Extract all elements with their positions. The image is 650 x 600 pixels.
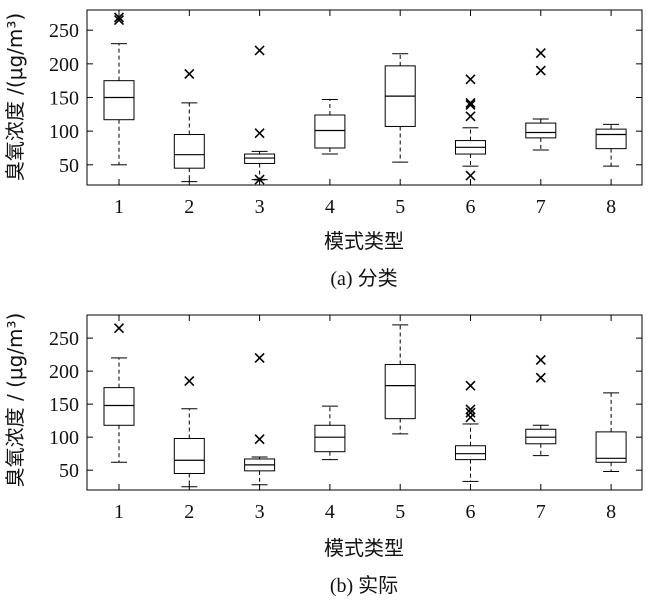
outlier-stroke [465, 99, 476, 110]
outlier-marker [465, 404, 476, 415]
box [244, 153, 276, 164]
outlier-stroke [254, 128, 265, 139]
outlier-stroke [254, 352, 265, 363]
outlier-marker [465, 74, 476, 85]
box [103, 80, 135, 121]
outlier-marker [465, 97, 476, 108]
y-tick-label: 200 [49, 54, 79, 76]
outlier-marker [184, 375, 195, 387]
x-tick-label: 7 [536, 501, 546, 523]
outlier-stroke [113, 15, 125, 26]
box [173, 134, 205, 169]
plot-area-a: 50 100 150 200 250 1 2 3 4 5 6 7 8 [49, 10, 642, 218]
outlier-stroke [465, 412, 476, 423]
panel-a: 50 100 150 200 250 1 2 3 4 5 6 7 8 模式类型 (a) 分类 臭氧浓度 … [3, 9, 643, 290]
box [314, 424, 346, 453]
outlier-stroke [535, 48, 546, 59]
x-tick-label: 8 [606, 196, 616, 218]
y-axis-label-b: 臭氧浓度 / (μg/m³) [3, 313, 27, 488]
outlier-stroke [184, 68, 195, 80]
box [173, 437, 205, 474]
y-tick-label: 200 [49, 361, 79, 383]
y-tick-label: 50 [59, 460, 79, 482]
outlier-marker [465, 99, 476, 110]
outlier-marker [254, 174, 266, 185]
box [314, 114, 346, 149]
outlier-stroke [113, 323, 125, 334]
outlier-stroke [254, 434, 265, 445]
outlier-marker [535, 48, 546, 59]
x-tick-label: 3 [255, 501, 265, 523]
outlier-stroke [465, 407, 476, 418]
outlier-marker [465, 407, 476, 418]
outlier-marker [113, 15, 125, 26]
box [525, 122, 557, 139]
panel-b: 50 100 150 200 250 1 2 3 4 5 6 7 8 模式类型 (b) 实际 臭氧浓度 … [3, 313, 643, 597]
outlier-marker [254, 352, 265, 363]
x-tick-label: 6 [466, 501, 476, 523]
x-tick-label: 4 [325, 501, 335, 523]
y-tick-label: 100 [49, 121, 79, 143]
outlier-stroke [465, 74, 476, 85]
outlier-marker [535, 372, 546, 383]
x-tick-label: 4 [325, 196, 335, 218]
outlier-stroke [465, 97, 476, 108]
y-axis-label-a: 臭氧浓度 /(μg/m³) [3, 13, 27, 181]
x-tick-label: 8 [606, 501, 616, 523]
box [103, 387, 135, 426]
x-tick-label: 2 [184, 196, 194, 218]
caption-b: (b) 实际 [330, 574, 398, 597]
outlier-marker [113, 12, 125, 23]
plot-frame-a [86, 9, 643, 186]
outlier-stroke [535, 354, 546, 365]
outlier-marker [113, 323, 125, 334]
outlier-marker [465, 170, 476, 181]
x-tick-label: 1 [114, 196, 124, 218]
outlier-stroke [465, 111, 476, 122]
outlier-stroke [465, 170, 476, 181]
outlier-marker [465, 412, 476, 423]
outlier-stroke [465, 404, 476, 415]
y-tick-label: 250 [49, 328, 79, 350]
x-tick-label: 2 [184, 501, 194, 523]
box [384, 364, 416, 420]
caption-a: (a) 分类 [330, 267, 397, 290]
outlier-marker [465, 380, 476, 391]
y-tick-label: 250 [49, 20, 79, 42]
outlier-stroke [184, 375, 195, 387]
box [595, 431, 627, 463]
x-axis-label-a: 模式类型 [324, 229, 404, 253]
x-tick-label: 1 [114, 501, 124, 523]
outlier-marker [184, 68, 195, 80]
x-tick-label: 5 [395, 501, 405, 523]
outlier-marker [254, 128, 265, 139]
x-axis-label-b: 模式类型 [324, 536, 404, 560]
outlier-marker [254, 434, 265, 445]
y-tick-label: 100 [49, 427, 79, 449]
outlier-stroke [113, 12, 125, 23]
box [525, 428, 557, 445]
y-tick-label: 50 [59, 155, 79, 177]
x-tick-label: 6 [466, 196, 476, 218]
outlier-stroke [535, 372, 546, 383]
outlier-stroke [535, 65, 546, 76]
plot-frame-b [86, 314, 643, 491]
x-tick-label: 5 [395, 196, 405, 218]
outlier-marker [465, 111, 476, 122]
outlier-marker [535, 65, 546, 76]
plot-area-b: 50 100 150 200 250 1 2 3 4 5 6 7 8 [49, 315, 642, 523]
box [595, 128, 627, 150]
y-tick-label: 150 [49, 394, 79, 416]
outlier-marker [535, 354, 546, 365]
outlier-stroke [465, 380, 476, 391]
y-tick-label: 150 [49, 88, 79, 110]
x-tick-label: 3 [255, 196, 265, 218]
box [455, 445, 486, 461]
x-tick-label: 7 [536, 196, 546, 218]
outlier-marker [254, 45, 265, 56]
outlier-stroke [254, 45, 265, 56]
